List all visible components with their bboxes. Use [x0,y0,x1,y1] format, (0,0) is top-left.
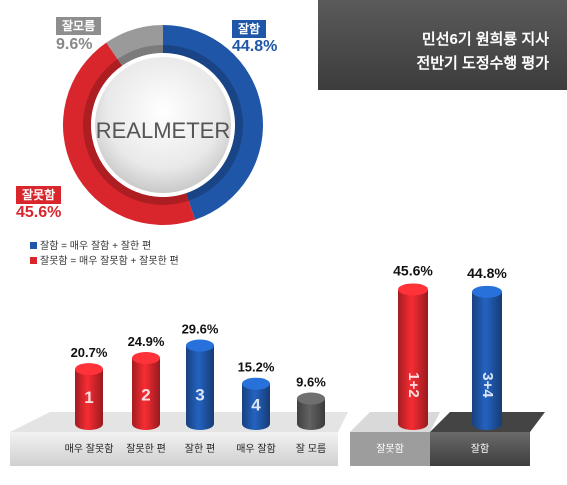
legend-good: 잘함 = 매우 잘함 + 잘한 편 [30,240,151,254]
bars1-value-label-3: 15.2% [238,360,275,375]
legend-bad: 잘못함 = 매우 잘못함 + 잘못한 편 [30,255,179,269]
bars1-value-label-4: 9.6% [296,375,326,390]
bars1-bar-1 [132,352,160,430]
bars1-bar-2 [186,339,214,430]
bars1-category-0: 매우 잘못함 [65,443,114,455]
legend-swatch-good [30,242,37,249]
bad-tag: 잘못함 [16,186,62,204]
floor-front-right [430,432,530,466]
bars1-number-3: 4 [251,395,261,414]
unknown-pct: 9.6% [56,36,93,53]
bars1-category-1: 잘못한 편 [126,443,166,455]
bars2-bar-0 [398,283,428,430]
bars1-number-1: 2 [141,385,150,404]
bars2-category-0: 잘못함 [376,443,404,455]
bars1-bar-3 [242,377,270,430]
legend-swatch-bad [30,257,37,264]
bars1-value-label-2: 29.6% [182,322,219,337]
bars1-number-0: 1 [84,388,93,407]
title-line-1: 민선6기 원희룡 지사 [421,31,549,48]
donut-hole [95,57,231,193]
brand-logo: REALMETER [95,118,231,143]
bars2-number-0: 1+2 [405,372,422,397]
title-box: 민선6기 원희룡 지사 전반기 도정수행 평가 [318,0,567,90]
bars2-number-1: 3+4 [479,372,496,398]
bars1-bar-4 [297,392,325,430]
bars1-category-4: 잘 모름 [296,443,326,455]
good-pct: 44.8% [232,38,278,55]
bars2-category-1: 잘함 [471,443,489,455]
bars1-value-label-1: 24.9% [128,334,165,349]
donut-slice-0 [163,25,263,220]
title-line-2: 전반기 도정수행 평가 [416,55,549,72]
donut-slice-2 [106,25,163,66]
floor-front-left [10,432,338,466]
unknown-tag: 잘모름 [56,17,102,35]
bars2-value-label-0: 45.6% [393,262,433,278]
bars1-category-3: 매우 잘함 [236,443,276,455]
bars1-category-2: 잘한 편 [185,443,215,455]
donut-slice-inner-0 [163,45,244,201]
bars2-bar-1 [472,285,502,430]
legend-text-good: 잘함 = 매우 잘함 + 잘한 편 [40,241,152,252]
bad-pct: 45.6% [16,204,62,221]
good-tag: 잘함 [232,20,267,38]
bars2-value-label-1: 44.8% [467,265,507,281]
bars1-value-label-0: 20.7% [71,345,108,360]
floor-front-mid [350,432,430,466]
bars1-number-2: 3 [195,385,204,404]
legend-text-bad: 잘못함 = 매우 잘못함 + 잘못한 편 [40,256,179,267]
donut-slice-inner-2 [117,45,163,66]
bars1-bar-0 [75,363,103,430]
